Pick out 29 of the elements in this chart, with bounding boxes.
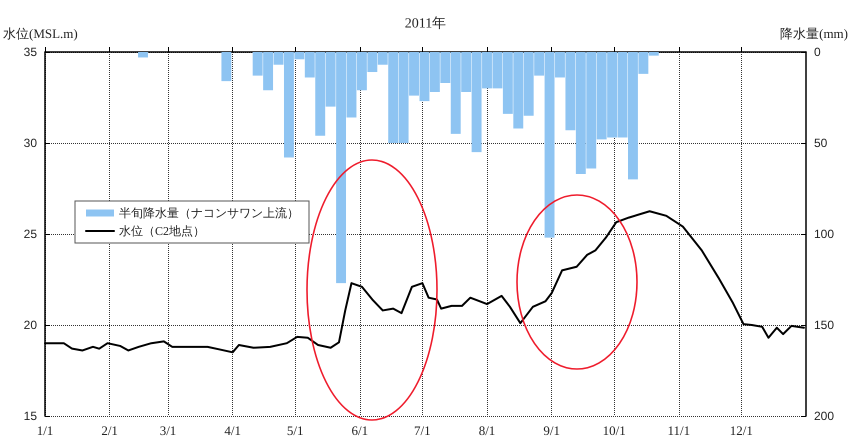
chart-title: 2011年 [404, 16, 446, 32]
x-tick-label: 3/1 [160, 423, 176, 438]
y2-tick-label: 150 [814, 318, 834, 332]
y2-tick-label: 200 [814, 409, 834, 423]
y2-axis-title: 降水量(mm) [780, 26, 848, 41]
legend-label: 水位（C2地点） [119, 224, 206, 238]
x-tick-label: 5/1 [286, 423, 304, 438]
x-tick-label: 1/1 [36, 423, 54, 438]
bar [221, 52, 232, 82]
y2-tick-label: 100 [814, 227, 834, 241]
y-tick-label: 30 [24, 136, 38, 150]
bar [138, 52, 148, 58]
legend-label: 半旬降水量（ナコンサワン上流） [119, 206, 299, 220]
y-tick-label: 20 [24, 318, 38, 332]
x-tick-label: 10/1 [602, 423, 626, 438]
x-tick-label: 8/1 [478, 423, 496, 438]
x-tick-label: 4/1 [224, 423, 241, 438]
y-tick-label: 25 [24, 227, 38, 241]
y-tick-label: 15 [24, 409, 38, 423]
x-tick-label: 11/1 [668, 423, 690, 438]
x-tick-label: 6/1 [352, 423, 368, 438]
y-axis-title: 水位(MSL.m) [3, 26, 78, 41]
x-tick-label: 7/1 [414, 423, 431, 438]
y-tick-label: 35 [24, 45, 38, 59]
x-tick-label: 12/1 [730, 423, 753, 438]
x-tick-label: 9/1 [543, 423, 560, 438]
y2-tick-label: 0 [814, 45, 821, 59]
y2-tick-label: 50 [814, 136, 828, 150]
x-tick-label: 2/1 [101, 423, 118, 438]
